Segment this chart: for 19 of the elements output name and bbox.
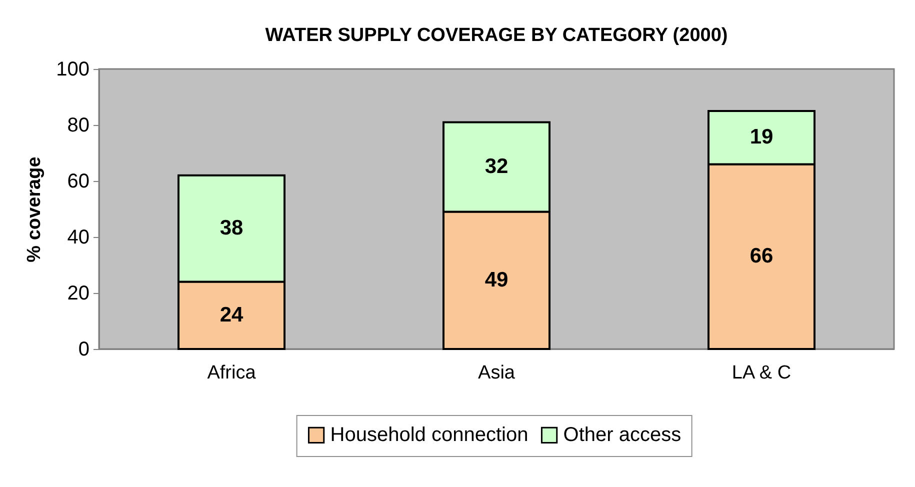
- y-tick-label: 0: [78, 338, 90, 360]
- y-tick-label: 100: [56, 58, 90, 80]
- y-tick-label: 20: [67, 282, 90, 304]
- y-tick-label: 80: [67, 114, 90, 136]
- legend-label: Household connection: [330, 424, 528, 446]
- y-tick-label: 60: [67, 170, 90, 192]
- data-label: 32: [484, 155, 508, 178]
- x-tick-label: LA & C: [732, 362, 792, 384]
- x-tick-label: Asia: [478, 362, 516, 384]
- data-label: 49: [484, 268, 508, 292]
- x-tick-label: Africa: [207, 362, 256, 384]
- legend-label: Other access: [563, 424, 682, 446]
- data-label: 24: [220, 303, 244, 326]
- data-label: 66: [750, 244, 774, 268]
- data-label: 38: [220, 216, 244, 240]
- chart-title: WATER SUPPLY COVERAGE BY CATEGORY (2000): [265, 25, 728, 46]
- y-axis-title: % coverage: [24, 156, 46, 262]
- y-tick-label: 40: [67, 226, 90, 248]
- data-label: 19: [750, 126, 774, 149]
